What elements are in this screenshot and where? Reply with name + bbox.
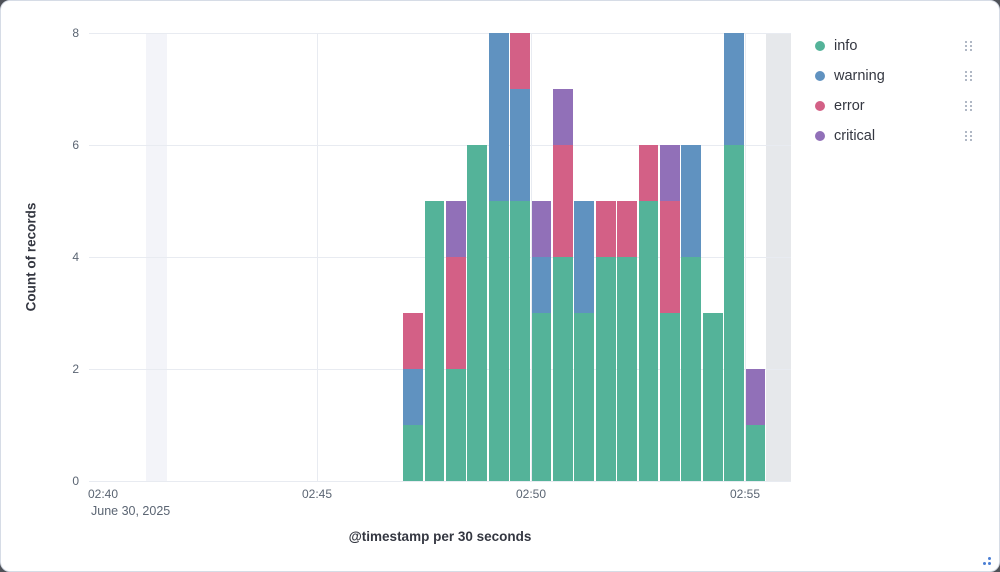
legend-color-dot-icon [815,41,825,51]
legend: info warning error critical [815,31,985,151]
bar-segment-error[interactable] [617,201,637,257]
bar-segment-critical[interactable] [531,201,552,257]
x-axis-tick-label: 02:55 [729,487,761,501]
bar-segment-info[interactable] [638,201,659,481]
y-axis-tick-label: 2 [72,362,79,376]
bar-segment-info[interactable] [659,313,680,481]
bar-segment-info[interactable] [724,145,744,481]
resize-dot [988,562,991,565]
legend-item-info[interactable]: info [815,31,985,61]
bar-segment-error[interactable] [552,145,573,257]
bar-segment-warning[interactable] [403,369,423,425]
x-axis-tick-label: 02:40 [87,487,119,501]
legend-item-actions-icon[interactable] [962,98,975,114]
legend-item-actions-icon[interactable] [962,128,975,144]
legend-color-dot-icon [815,71,825,81]
gridline [89,33,791,34]
bar-segment-warning[interactable] [681,145,702,257]
bar-segment-error[interactable] [659,201,680,313]
resize-dot [983,562,986,565]
bar-segment-info[interactable] [467,145,488,481]
y-axis-tick-label: 8 [72,26,79,40]
bar-segment-info[interactable] [424,201,445,481]
y-axis-tick-label: 4 [72,250,79,264]
x-axis-tick-label: 02:45 [301,487,333,501]
legend-item-warning[interactable]: warning [815,61,985,91]
y-axis-tick-label: 6 [72,138,79,152]
bar-segment-info[interactable] [681,257,702,481]
legend-item-label: warning [834,68,885,84]
bar-segment-critical[interactable] [659,145,680,201]
legend-color-dot-icon [815,101,825,111]
legend-item-label: critical [834,128,876,144]
bar-segment-error[interactable] [595,201,616,257]
bar-segment-critical[interactable] [552,89,573,145]
bar-segment-error[interactable] [510,33,530,89]
chart-plot-area [89,33,791,482]
resize-handle[interactable] [983,557,992,566]
bar-segment-warning[interactable] [724,33,744,145]
bar-segment-warning[interactable] [488,33,509,201]
gridline [745,33,746,481]
bar-segment-critical[interactable] [445,201,466,257]
bar-segment-critical[interactable] [745,369,766,425]
resize-dot [988,557,991,560]
legend-item-actions-icon[interactable] [962,68,975,84]
bar-segment-info[interactable] [617,257,637,481]
bar-segment-info[interactable] [445,369,466,481]
bar-segment-error[interactable] [638,145,659,201]
y-axis-tick-label: 0 [72,474,79,488]
bar-segment-info[interactable] [510,201,530,481]
bar-segment-warning[interactable] [531,257,552,313]
bar-segment-info[interactable] [403,425,423,481]
bar-segment-info[interactable] [488,201,509,481]
gridline [317,33,318,481]
bar-segment-info[interactable] [745,425,766,481]
bar-segment-info[interactable] [702,313,723,481]
bar-segment-info[interactable] [552,257,573,481]
gridline [89,145,791,146]
bar-segment-warning[interactable] [510,89,530,201]
x-axis-title: @timestamp per 30 seconds [348,529,532,544]
legend-item-actions-icon[interactable] [962,38,975,54]
x-axis-secondary-label: June 30, 2025 [91,504,171,518]
legend-item-critical[interactable]: critical [815,121,985,151]
bar-segment-info[interactable] [574,313,595,481]
legend-item-label: info [834,38,858,54]
legend-item-error[interactable]: error [815,91,985,121]
bar-segment-error[interactable] [403,313,423,369]
bar-segment-info[interactable] [595,257,616,481]
legend-color-dot-icon [815,131,825,141]
gridline [89,481,791,482]
bar-segment-error[interactable] [445,257,466,369]
x-axis-tick-label: 02:50 [515,487,547,501]
y-axis-title: Count of records [23,202,39,312]
bar-segment-info[interactable] [531,313,552,481]
legend-item-label: error [834,98,865,114]
resize-dot [983,557,986,560]
bar-segment-warning[interactable] [574,201,595,313]
